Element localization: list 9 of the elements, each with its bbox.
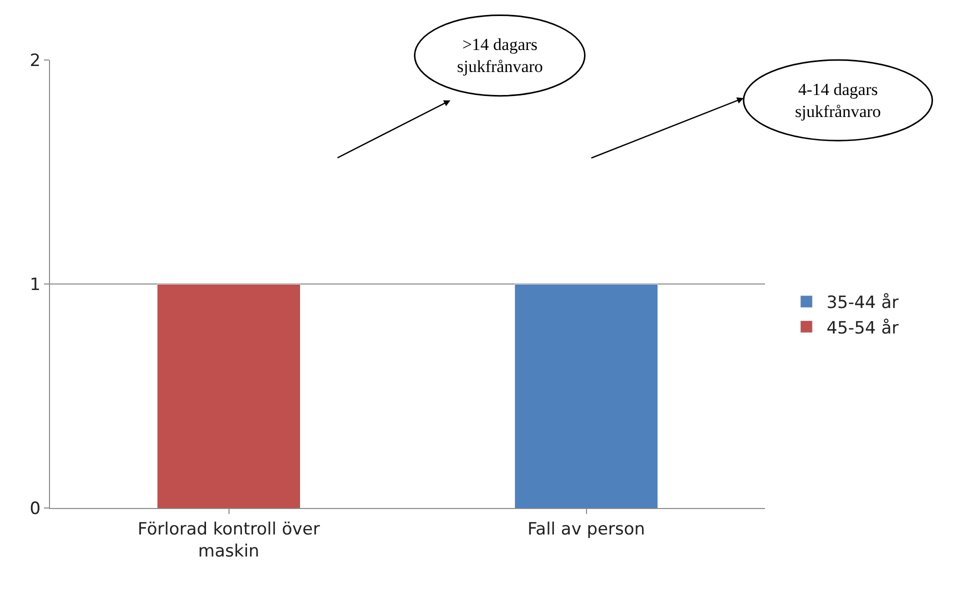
x-tick-label: Fall av person [527, 519, 646, 540]
annotation: >14 dagars sjukfrånvaro [457, 35, 543, 76]
y-tick-label: 2 [30, 50, 41, 71]
x-tick-label: Förlorad kontroll över maskin [138, 519, 320, 562]
y-tick-label: 0 [30, 498, 41, 519]
legend-label: 45-54 år [826, 318, 899, 338]
legend-label: 35-44 år [826, 293, 899, 314]
text: 4-14 dagars sjukfrånvaro [795, 80, 881, 122]
y-tick-label: 1 [30, 274, 41, 295]
